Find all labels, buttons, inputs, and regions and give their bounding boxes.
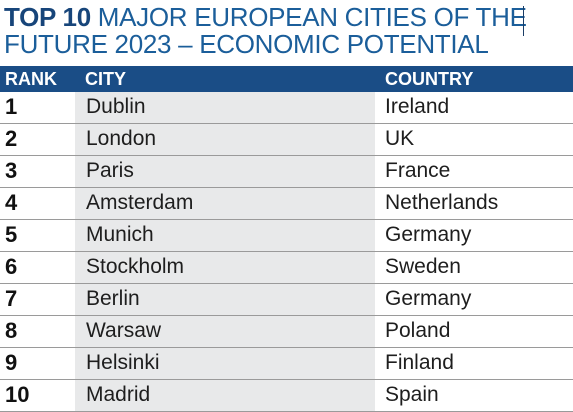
table-row: 4 Amsterdam Netherlands [0,188,573,220]
table-row: 2 London UK [0,124,573,156]
city-cell: Amsterdam [86,191,194,214]
country-cell: Netherlands [385,191,499,214]
header-city: CITY [85,69,127,89]
city-cell: Madrid [86,383,151,406]
country-cell: Sweden [385,255,461,278]
table-header: RANK CITY COUNTRY [0,66,573,92]
city-cell: London [86,127,157,150]
table-row: 10 Madrid Spain [0,380,573,412]
text-cursor [523,6,524,36]
header-country: COUNTRY [385,69,474,89]
country-cell: Finland [385,351,454,374]
rank-cell: 8 [5,318,18,343]
rank-cell: 6 [5,254,18,279]
title-emphasis: TOP 10 [4,2,91,32]
page-title: TOP 10 MAJOR EUROPEAN CITIES OF THE FUTU… [4,4,564,58]
country-cell: UK [385,127,415,150]
country-cell: Ireland [385,95,450,118]
rank-cell: 7 [5,286,18,311]
table-row: 8 Warsaw Poland [0,316,573,348]
title-text: MAJOR EUROPEAN CITIES OF THE [90,2,527,32]
table-row: 9 Helsinki Finland [0,348,573,380]
table-row: 1 Dublin Ireland [0,92,573,124]
rank-cell: 9 [5,350,18,375]
table-row: 7 Berlin Germany [0,284,573,316]
city-cell: Dublin [86,95,146,118]
table-row: 6 Stockholm Sweden [0,252,573,284]
city-cell: Paris [86,159,134,182]
country-cell: Spain [385,383,439,406]
table-row: 3 Paris France [0,156,573,188]
country-cell: Poland [385,319,451,342]
city-cell: Helsinki [86,351,160,374]
rank-cell: 1 [5,94,18,119]
city-cell: Warsaw [86,319,162,342]
city-cell: Berlin [86,287,140,310]
title-line-1: TOP 10 MAJOR EUROPEAN CITIES OF THE [4,4,564,31]
rank-cell: 3 [5,158,18,183]
country-cell: Germany [385,287,472,310]
table-row: 5 Munich Germany [0,220,573,252]
title-line-2: FUTURE 2023 – ECONOMIC POTENTIAL [4,29,489,59]
rank-cell: 4 [5,190,18,215]
city-cell: Munich [86,223,154,246]
city-cell: Stockholm [86,255,185,278]
ranking-table: RANK CITY COUNTRY 1 Dublin Ireland 2 Lon… [0,66,573,412]
country-cell: France [385,159,451,182]
rank-cell: 10 [5,382,30,407]
country-cell: Germany [385,223,472,246]
rank-cell: 5 [5,222,18,247]
header-rank: RANK [5,69,57,89]
rank-cell: 2 [5,126,18,151]
